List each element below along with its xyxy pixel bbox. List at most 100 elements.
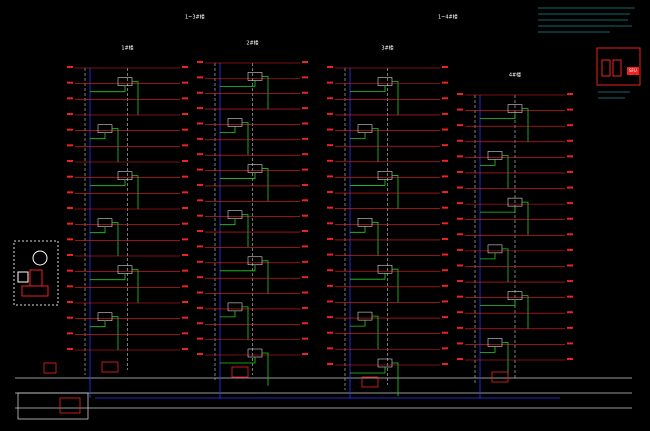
floor-tag — [302, 107, 308, 110]
floor-tag — [197, 245, 203, 248]
floor-tag — [442, 331, 448, 334]
connector — [392, 175, 399, 209]
floor-tag — [302, 245, 308, 248]
floor-tag — [67, 160, 73, 162]
floor-tag — [327, 128, 333, 131]
floor-tag — [182, 175, 188, 178]
floor-tag — [302, 137, 308, 140]
entry-box — [101, 361, 119, 373]
floor-tag — [197, 260, 203, 263]
floor-tag — [302, 276, 308, 279]
floor-tag — [67, 332, 73, 335]
connector — [220, 172, 256, 179]
floor-tag — [197, 199, 203, 202]
floor-tag — [327, 112, 333, 115]
base-lines — [15, 362, 632, 420]
floor-tag — [457, 342, 463, 345]
connector — [350, 320, 366, 327]
connector — [90, 179, 126, 187]
connector — [242, 122, 249, 156]
connector — [242, 306, 249, 340]
floor-tag — [567, 233, 573, 236]
floor-tag — [182, 332, 188, 335]
floor-tag — [197, 122, 203, 125]
entry-box — [231, 366, 249, 378]
floor-tag — [457, 233, 463, 236]
floor-tag — [67, 66, 73, 68]
connector — [522, 108, 529, 142]
connector — [372, 221, 379, 256]
floor-tag — [567, 93, 573, 95]
floor-tag — [442, 81, 448, 84]
connector — [90, 226, 106, 234]
floor-tag — [567, 248, 573, 251]
connector — [90, 273, 126, 281]
floor-tag — [567, 342, 573, 345]
floor-tag — [302, 214, 308, 217]
building-label: 2#楼 — [246, 40, 258, 47]
floor-tag — [302, 291, 308, 294]
connector — [372, 128, 379, 162]
floor-tag — [197, 306, 203, 309]
connector — [350, 226, 366, 233]
connector — [480, 346, 496, 353]
floor-tag — [457, 264, 463, 267]
floor-tag — [182, 254, 188, 256]
floor-tag — [327, 363, 333, 365]
floor-tag — [302, 183, 308, 186]
floor-tag — [327, 97, 333, 100]
floor-tag — [67, 316, 73, 319]
connector — [522, 201, 529, 236]
floor-tag — [442, 300, 448, 303]
connector — [220, 218, 236, 226]
floor-tag — [327, 237, 333, 240]
floor-tag — [442, 253, 448, 256]
floor-tag — [302, 199, 308, 202]
floor-tag — [457, 280, 463, 283]
connector — [480, 252, 496, 260]
connector — [112, 128, 119, 162]
floor-tag — [457, 358, 463, 360]
floor-tag — [327, 175, 333, 178]
floor-tag — [182, 160, 188, 162]
floor-tag — [567, 108, 573, 111]
floor-tag — [442, 159, 448, 162]
floor-tag — [327, 331, 333, 334]
floor-tag — [567, 139, 573, 142]
floor-tag — [197, 353, 203, 355]
floor-tag — [197, 322, 203, 325]
floor-tag — [197, 214, 203, 217]
connector — [220, 310, 236, 318]
floor-tag — [567, 280, 573, 283]
legend-box-label: SFU — [629, 68, 637, 73]
entry-box — [491, 371, 509, 383]
floor-tag — [302, 76, 308, 79]
floor-tag — [567, 358, 573, 360]
floor-tag — [302, 260, 308, 263]
connector — [480, 159, 496, 166]
floor-tag — [197, 337, 203, 340]
connector — [480, 206, 516, 213]
floor-tag — [567, 186, 573, 189]
floor-tag — [457, 170, 463, 173]
connector — [90, 85, 126, 93]
floor-tag — [327, 300, 333, 303]
floor-tag — [457, 139, 463, 142]
floor-tag — [442, 144, 448, 147]
floor-tag — [182, 348, 188, 350]
floor-tag — [302, 122, 308, 125]
floor-tag — [457, 202, 463, 205]
connector — [350, 85, 386, 93]
floor-tag — [197, 291, 203, 294]
floor-tag — [182, 66, 188, 68]
floor-tag — [442, 112, 448, 115]
floor-tag — [567, 326, 573, 329]
floor-tag — [442, 269, 448, 272]
connector — [350, 132, 366, 139]
floor-tag — [457, 186, 463, 189]
floor-tag — [327, 206, 333, 209]
floor-tag — [67, 301, 73, 303]
floor-tag — [197, 183, 203, 186]
floor-tag — [327, 144, 333, 147]
connector — [480, 112, 516, 119]
